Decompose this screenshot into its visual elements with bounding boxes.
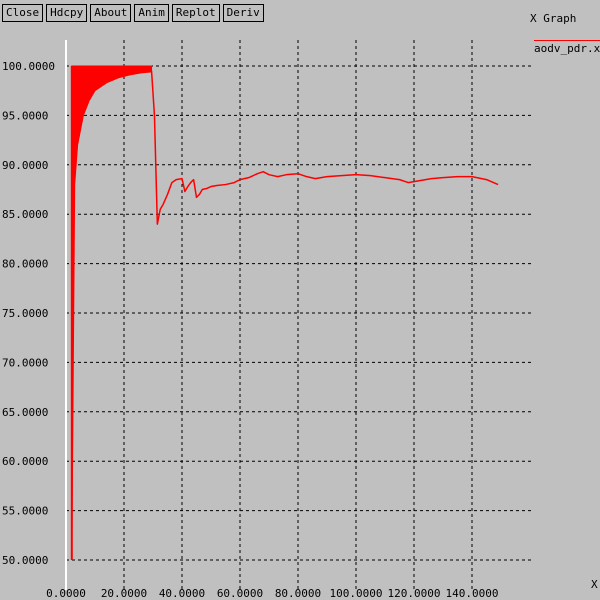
y-tick-label: 95.0000 xyxy=(2,109,48,122)
deriv-button[interactable]: Deriv xyxy=(222,4,264,22)
series xyxy=(70,65,499,561)
y-tick-label: 75.0000 xyxy=(2,307,48,320)
anim-button[interactable]: Anim xyxy=(134,4,169,22)
x-tick-label: 80.0000 xyxy=(275,587,321,600)
y-tick-label: 85.0000 xyxy=(2,208,48,221)
y-tick-label: 50.0000 xyxy=(2,554,48,567)
series-line xyxy=(150,70,499,225)
legend-swatch xyxy=(534,40,600,41)
x-axis-edge-label: X xyxy=(591,578,598,591)
x-tick-label: 60.0000 xyxy=(217,587,263,600)
y-tick-label: 80.0000 xyxy=(2,258,48,271)
y-tick-label: 70.0000 xyxy=(2,356,48,369)
about-button[interactable]: About xyxy=(90,4,132,22)
hdcpy-button[interactable]: Hdcpy xyxy=(46,4,88,22)
y-tick-label: 100.0000 xyxy=(2,60,55,73)
replot-button[interactable]: Replot xyxy=(171,4,220,22)
legend-entry: aodv_pdr.xg xyxy=(534,42,600,55)
x-tick-label: 40.0000 xyxy=(159,587,205,600)
x-tick-label: 0.0000 xyxy=(46,587,86,600)
grid xyxy=(66,40,533,590)
y-tick-label: 65.0000 xyxy=(2,406,48,419)
window-title: X Graph xyxy=(530,12,577,25)
y-tick-label: 60.0000 xyxy=(2,455,48,468)
x-tick-label: 100.0000 xyxy=(330,587,383,600)
x-tick-label: 140.0000 xyxy=(446,587,499,600)
toolbar: Close Hdcpy About Anim Replot Deriv xyxy=(2,4,264,22)
y-tick-label: 55.0000 xyxy=(2,505,48,518)
x-tick-label: 20.0000 xyxy=(101,587,147,600)
y-tick-label: 90.0000 xyxy=(2,159,48,172)
x-tick-label: 120.0000 xyxy=(388,587,441,600)
tick-labels: 50.0000 55.0000 60.0000 65.0000 70.0000 75.00… xyxy=(2,60,498,600)
close-button[interactable]: Close xyxy=(2,4,44,22)
